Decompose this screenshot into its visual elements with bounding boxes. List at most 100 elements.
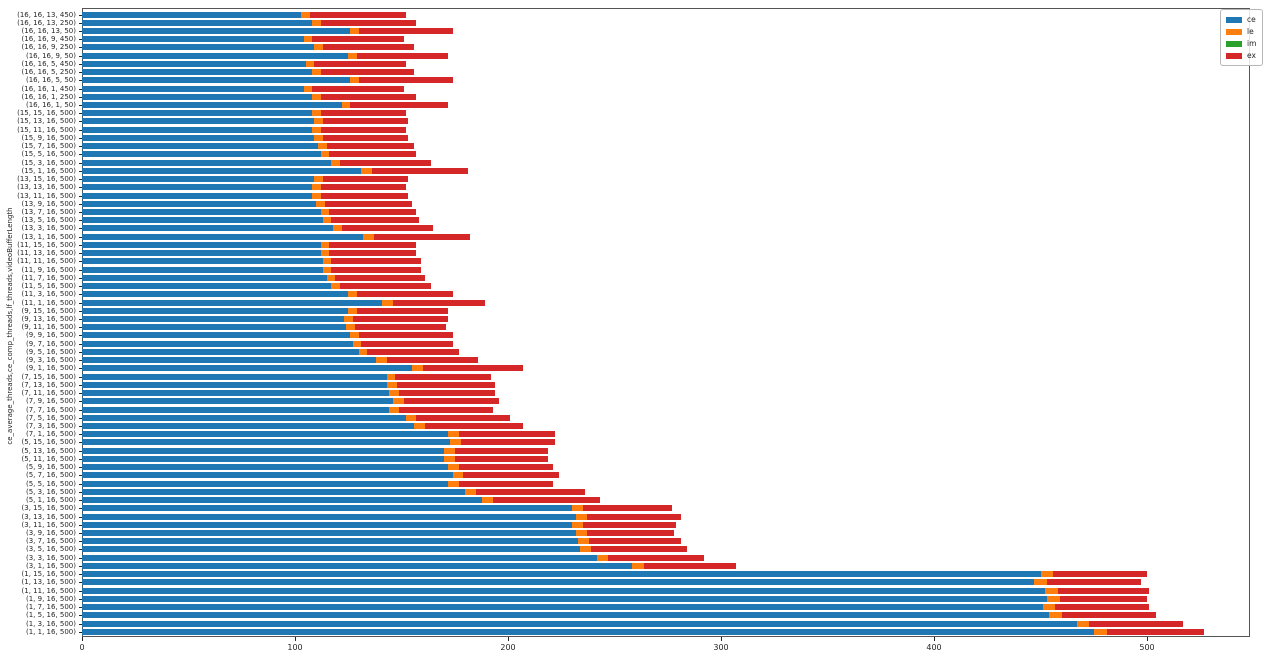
- bar-segment-le: [1093, 628, 1107, 635]
- bar-segment-ce: [82, 398, 393, 405]
- bar-segment-ce: [82, 143, 319, 150]
- bar-segment-ex: [586, 513, 681, 520]
- bar-segment-ce: [82, 233, 364, 240]
- bar-segment-le: [350, 77, 359, 84]
- y-tick-label: (15, 9, 16, 500): [21, 133, 76, 142]
- axes-spines: [82, 8, 1250, 637]
- y-tick-mark: [79, 286, 82, 288]
- bar-segment-le: [363, 233, 374, 240]
- bar-segment-ex: [356, 307, 449, 314]
- x-tick-mark: [82, 637, 83, 641]
- y-tick-mark: [79, 401, 82, 403]
- legend-swatch-le: [1226, 29, 1242, 35]
- bar-segment-le: [571, 521, 583, 528]
- bar-segment-le: [450, 439, 462, 446]
- bar-segment-le: [444, 455, 455, 462]
- bar-segment-ce: [82, 274, 327, 281]
- bar-segment-le: [312, 126, 321, 133]
- y-tick-label: (5, 15, 16, 500): [21, 438, 76, 447]
- bar-segment-ce: [82, 134, 315, 141]
- bar-segment-le: [576, 529, 587, 536]
- y-tick-mark: [79, 384, 82, 386]
- legend-swatch-im: [1226, 41, 1242, 47]
- y-tick-label: (13, 15, 16, 500): [17, 175, 76, 184]
- bar-segment-le: [314, 134, 323, 141]
- bar-segment-ce: [82, 464, 449, 471]
- y-tick-label: (7, 13, 16, 500): [21, 380, 76, 389]
- bar-segment-ce: [82, 11, 302, 18]
- y-tick-mark: [79, 417, 82, 419]
- y-tick-mark: [79, 80, 82, 82]
- bar-segment-le: [348, 52, 357, 59]
- bar-segment-ex: [1055, 604, 1150, 611]
- y-tick-mark: [79, 96, 82, 98]
- y-tick-label: (16, 16, 5, 50): [26, 76, 76, 85]
- bar-segment-ce: [82, 250, 321, 257]
- bar-segment-ex: [329, 151, 417, 158]
- y-tick-mark: [79, 212, 82, 214]
- bar-segment-ce: [82, 258, 323, 265]
- legend-item-ex: ex: [1226, 50, 1256, 62]
- y-tick-label: (16, 16, 1, 50): [26, 101, 76, 110]
- y-tick-label: (13, 7, 16, 500): [21, 208, 76, 217]
- bar-segment-ex: [588, 538, 681, 545]
- bar-segment-ex: [361, 340, 453, 347]
- bar-segment-ex: [371, 167, 468, 174]
- bar-segment-le: [320, 241, 330, 248]
- y-tick-mark: [79, 244, 82, 246]
- bar-segment-le: [597, 554, 609, 561]
- y-tick-mark: [79, 113, 82, 115]
- bar-segment-ce: [82, 110, 313, 117]
- bar-segment-ex: [329, 241, 417, 248]
- bar-segment-ex: [350, 102, 449, 109]
- y-tick-label: (3, 5, 16, 500): [26, 545, 76, 554]
- y-tick-mark: [79, 72, 82, 74]
- bar-segment-ce: [82, 52, 349, 59]
- y-tick-label: (5, 5, 16, 500): [26, 479, 76, 488]
- bar-segment-le: [343, 316, 353, 322]
- bar-segment-ex: [1061, 612, 1156, 619]
- y-tick-mark: [79, 508, 82, 510]
- bar-segment-ex: [476, 488, 585, 495]
- bar-segment-ce: [82, 497, 483, 504]
- bar-segment-le: [312, 69, 321, 76]
- y-tick-mark: [79, 483, 82, 485]
- y-tick-label: (3, 3, 16, 500): [26, 553, 76, 562]
- bar-segment-ex: [582, 505, 672, 512]
- y-tick-mark: [79, 409, 82, 411]
- bar-segment-le: [322, 258, 332, 265]
- bar-segment-le: [388, 390, 400, 397]
- y-tick-mark: [79, 434, 82, 436]
- bar-segment-le: [388, 406, 400, 413]
- x-tick-mark: [295, 637, 296, 641]
- bar-segment-ce: [82, 431, 449, 438]
- bar-segment-ce: [82, 102, 342, 109]
- bar-segment-ex: [322, 134, 408, 141]
- bar-segment-ex: [331, 266, 421, 273]
- x-tick-label: 100: [287, 643, 303, 652]
- bar-segment-ex: [1089, 620, 1184, 627]
- bar-segment-le: [386, 381, 398, 388]
- bar-segment-ce: [82, 447, 445, 454]
- y-tick-mark: [79, 532, 82, 534]
- y-tick-label: (9, 15, 16, 500): [21, 306, 76, 315]
- y-tick-label: (3, 13, 16, 500): [21, 512, 76, 521]
- bar-segment-le: [316, 200, 325, 207]
- y-tick-mark: [79, 105, 82, 107]
- y-tick-mark: [79, 615, 82, 617]
- bar-segment-le: [312, 93, 321, 100]
- bar-segment-le: [314, 176, 323, 183]
- bar-segment-le: [322, 266, 332, 273]
- y-tick-label: (13, 1, 16, 500): [21, 232, 76, 241]
- y-tick-label: (5, 1, 16, 500): [26, 496, 76, 505]
- y-tick-label: (3, 15, 16, 500): [21, 504, 76, 513]
- bar-segment-le: [318, 143, 327, 150]
- y-tick-label: (15, 3, 16, 500): [21, 158, 76, 167]
- y-tick-mark: [79, 426, 82, 427]
- bar-segment-le: [341, 102, 351, 109]
- bar-segment-le: [331, 159, 340, 166]
- y-tick-label: (15, 5, 16, 500): [21, 150, 76, 159]
- bar-segment-ce: [82, 192, 313, 199]
- y-tick-label: (11, 3, 16, 500): [21, 290, 76, 299]
